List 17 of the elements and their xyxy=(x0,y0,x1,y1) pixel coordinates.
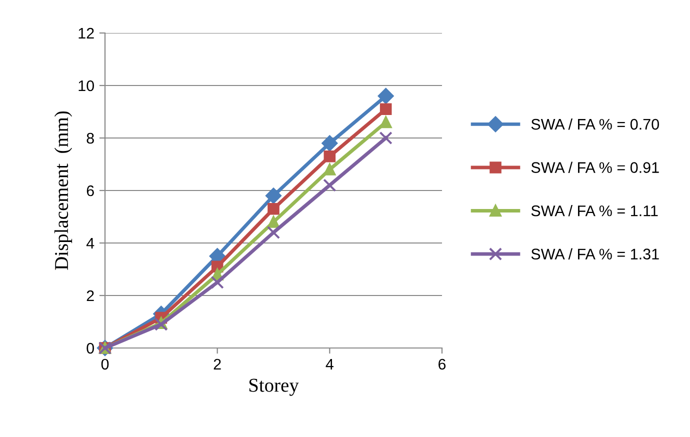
legend-label: SWA / FA % = 1.31 xyxy=(531,248,659,260)
y-tick-label: 0 xyxy=(86,342,94,354)
x-tick-label: 4 xyxy=(326,358,334,370)
y-axis-title: Displacement (mm) xyxy=(54,111,72,270)
y-tick-label: 8 xyxy=(86,132,94,144)
legend-label: SWA / FA % = 0.70 xyxy=(531,118,659,130)
x-axis-title: Storey xyxy=(249,378,299,396)
y-tick-label: 2 xyxy=(86,290,94,302)
x-tick-label: 6 xyxy=(438,358,446,370)
y-tick-label: 6 xyxy=(86,185,94,196)
y-tick-label: 10 xyxy=(78,80,94,92)
x-tick-label: 0 xyxy=(101,358,109,370)
x-tick-label: 2 xyxy=(214,358,221,370)
legend-label: SWA / FA % = 1.11 xyxy=(531,205,658,216)
y-tick-label: 4 xyxy=(86,238,94,249)
y-tick-label: 12 xyxy=(78,28,94,39)
legend-label: SWA / FA % = 0.91 xyxy=(531,162,659,173)
